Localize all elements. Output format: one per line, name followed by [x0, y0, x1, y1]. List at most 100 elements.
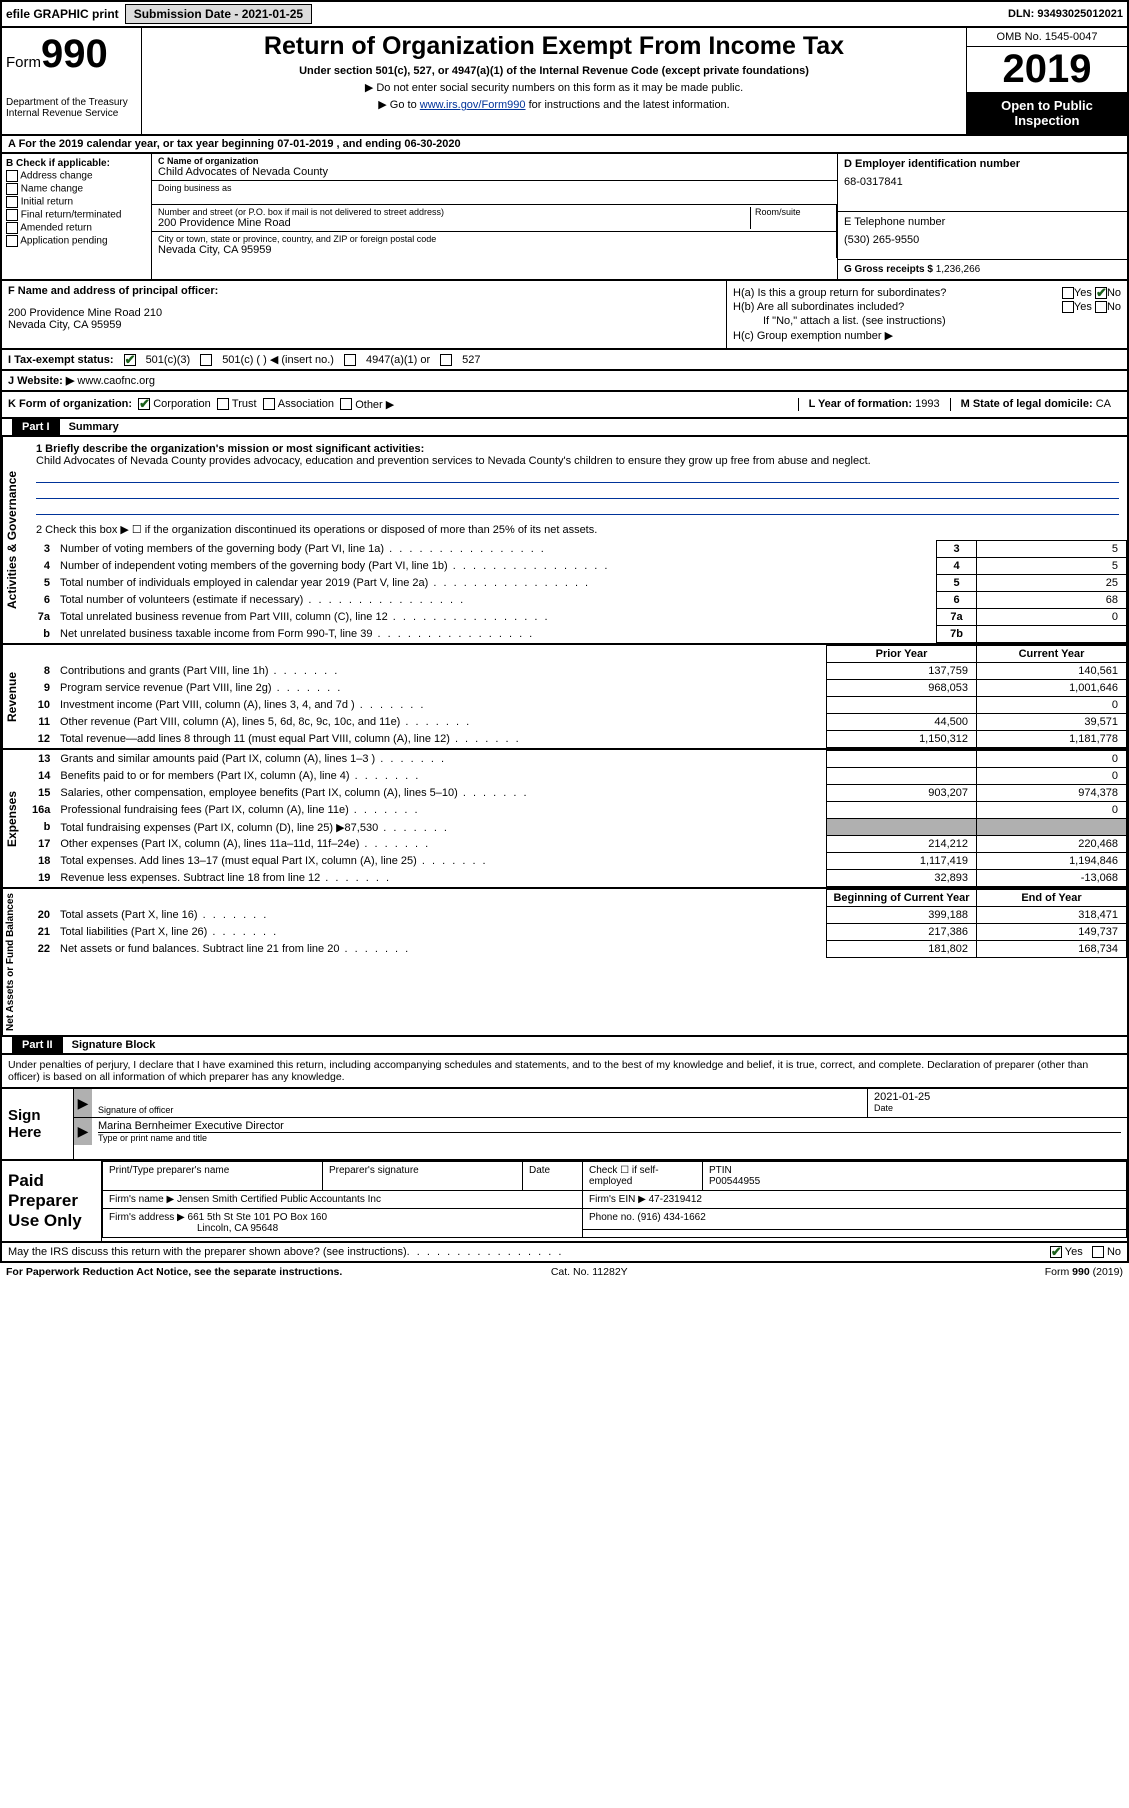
fin-row: 21Total liabilities (Part X, line 26)217…: [28, 924, 1127, 941]
hb-no: No: [1107, 301, 1121, 313]
fin-row: 20Total assets (Part X, line 16)399,1883…: [28, 907, 1127, 924]
phone-label: E Telephone number: [844, 216, 1121, 228]
prep-name-label: Print/Type preparer's name: [103, 1162, 323, 1191]
ein-value: 68-0317841: [844, 176, 1121, 188]
part1-badge: Part I: [12, 419, 60, 435]
fin-row: 17Other expenses (Part IX, column (A), l…: [28, 836, 1127, 853]
part1-governance: Activities & Governance 1 Briefly descri…: [0, 437, 1129, 645]
paid-preparer-label: Paid Preparer Use Only: [2, 1161, 102, 1241]
department-label: Department of the Treasury Internal Reve…: [6, 97, 137, 119]
check-amended-return[interactable]: Amended return: [6, 222, 147, 234]
part1-expenses: Expenses 13Grants and similar amounts pa…: [0, 750, 1129, 889]
k-corp: Corporation: [153, 398, 210, 411]
fin-row: 11Other revenue (Part VIII, column (A), …: [28, 714, 1127, 731]
ha-no: No: [1107, 287, 1121, 299]
efile-label: efile GRAPHIC print: [6, 7, 119, 21]
header-right: OMB No. 1545-0047 2019 Open to Public In…: [967, 28, 1127, 134]
header-left: Form990 Department of the Treasury Inter…: [2, 28, 142, 134]
discuss-yes: Yes: [1065, 1246, 1083, 1258]
line2-discontinued: 2 Check this box ▶ ☐ if the organization…: [28, 519, 1127, 540]
i-501c: 501(c) ( ) ◀ (insert no.): [222, 353, 334, 366]
net-assets-table: Beginning of Current YearEnd of Year 20T…: [28, 889, 1127, 958]
gov-row: 5Total number of individuals employed in…: [28, 575, 1127, 592]
firm-ein-row: Firm's EIN ▶ 47-2319412: [583, 1191, 1127, 1209]
side-label-net-assets: Net Assets or Fund Balances: [2, 889, 28, 1035]
column-b-checkboxes: B Check if applicable: Address change Na…: [2, 154, 152, 279]
prep-sig-label: Preparer's signature: [323, 1162, 523, 1191]
part2-header: Part II Signature Block: [0, 1037, 1129, 1055]
part2-badge: Part II: [12, 1037, 63, 1053]
mission-text: Child Advocates of Nevada County provide…: [36, 455, 1119, 467]
irs-link[interactable]: www.irs.gov/Form990: [420, 99, 526, 111]
column-h-group: H(a) Is this a group return for subordin…: [727, 281, 1127, 348]
k-corp-check[interactable]: [138, 398, 150, 410]
hb-no-check[interactable]: [1095, 301, 1107, 313]
org-name-box: C Name of organization Child Advocates o…: [152, 154, 837, 181]
k-assoc-check[interactable]: [263, 398, 275, 410]
part2-declaration: Under penalties of perjury, I declare th…: [0, 1055, 1129, 1089]
i-527-check[interactable]: [440, 354, 452, 366]
sig-arrow2-icon: ▶: [74, 1118, 92, 1145]
prep-ptin: PTINP00544955: [703, 1162, 1127, 1191]
form-990-footer: Form 990 (2019): [1045, 1266, 1123, 1278]
paperwork-notice: For Paperwork Reduction Act Notice, see …: [6, 1266, 342, 1278]
firm-phone-row: Phone no. (916) 434-1662: [583, 1209, 1127, 1230]
check-address-change[interactable]: Address change: [6, 170, 147, 182]
i-4947: 4947(a)(1) or: [366, 354, 430, 366]
k-trust: Trust: [232, 398, 257, 411]
check-initial-return[interactable]: Initial return: [6, 196, 147, 208]
goto-pre: ▶ Go to: [378, 99, 419, 111]
fin-row: 10Investment income (Part VIII, column (…: [28, 697, 1127, 714]
i-501c3-check[interactable]: [124, 354, 136, 366]
signature-field[interactable]: Signature of officer: [92, 1089, 867, 1117]
i-501c-check[interactable]: [200, 354, 212, 366]
gov-row: 6Total number of volunteers (estimate if…: [28, 592, 1127, 609]
discuss-yes-check[interactable]: [1050, 1246, 1062, 1258]
k-other-check[interactable]: [340, 398, 352, 410]
city-label: City or town, state or province, country…: [158, 234, 830, 244]
officer-line2: Nevada City, CA 95959: [8, 319, 720, 331]
prep-selfemp[interactable]: Check ☐ if self-employed: [583, 1162, 703, 1191]
k-trust-check[interactable]: [217, 398, 229, 410]
i-527: 527: [462, 354, 480, 366]
column-d-ein-phone: D Employer identification number 68-0317…: [837, 154, 1127, 279]
side-label-expenses: Expenses: [2, 750, 28, 887]
hdr-begin-year: Beginning of Current Year: [827, 890, 977, 907]
ein-label: D Employer identification number: [844, 158, 1121, 170]
hb-label: H(b) Are all subordinates included?: [733, 301, 1062, 313]
footer-bottom: For Paperwork Reduction Act Notice, see …: [0, 1263, 1129, 1281]
sig-date-label: Date: [874, 1103, 1121, 1113]
k-other: Other ▶: [355, 398, 394, 411]
dln-label: DLN: 93493025012021: [1008, 8, 1123, 20]
hb-yes-check[interactable]: [1062, 301, 1074, 313]
submission-date-button[interactable]: Submission Date - 2021-01-25: [125, 4, 312, 24]
hb-yes: Yes: [1074, 301, 1092, 313]
typed-name-field: Marina Bernheimer Executive Director Typ…: [92, 1118, 1127, 1145]
revenue-table: Prior YearCurrent Year 8Contributions an…: [28, 645, 1127, 748]
street-label: Number and street (or P.O. box if mail i…: [158, 207, 750, 217]
sig-arrow-icon: ▶: [74, 1089, 92, 1117]
line-j-website: J Website: ▶ www.caofnc.org: [0, 371, 1129, 392]
phone-value: (530) 265-9550: [844, 234, 1121, 246]
discuss-no-check[interactable]: [1092, 1246, 1104, 1258]
hdr-prior-year: Prior Year: [827, 646, 977, 663]
gross-label: G Gross receipts $: [844, 264, 933, 275]
check-application-pending[interactable]: Application pending: [6, 235, 147, 247]
tax-year: 2019: [967, 47, 1127, 92]
check-name-change[interactable]: Name change: [6, 183, 147, 195]
city-row: City or town, state or province, country…: [152, 232, 836, 258]
check-final-return[interactable]: Final return/terminated: [6, 209, 147, 221]
fin-row: 19Revenue less expenses. Subtract line 1…: [28, 870, 1127, 887]
sig-date-value: 2021-01-25: [874, 1091, 1121, 1103]
i-4947-check[interactable]: [344, 354, 356, 366]
ha-no-check[interactable]: [1095, 287, 1107, 299]
note-goto: ▶ Go to www.irs.gov/Form990 for instruct…: [146, 98, 962, 111]
i-501c3: 501(c)(3): [146, 354, 191, 366]
hc-row: H(c) Group exemption number ▶: [733, 329, 1121, 342]
footer-discuss-row: May the IRS discuss this return with the…: [0, 1243, 1129, 1263]
hb-note: If "No," attach a list. (see instruction…: [733, 315, 1121, 327]
ha-yes-check[interactable]: [1062, 287, 1074, 299]
hdr-current-year: Current Year: [977, 646, 1127, 663]
sign-here-block: Sign Here ▶ Signature of officer 2021-01…: [0, 1089, 1129, 1161]
j-label: J Website: ▶: [8, 375, 74, 387]
